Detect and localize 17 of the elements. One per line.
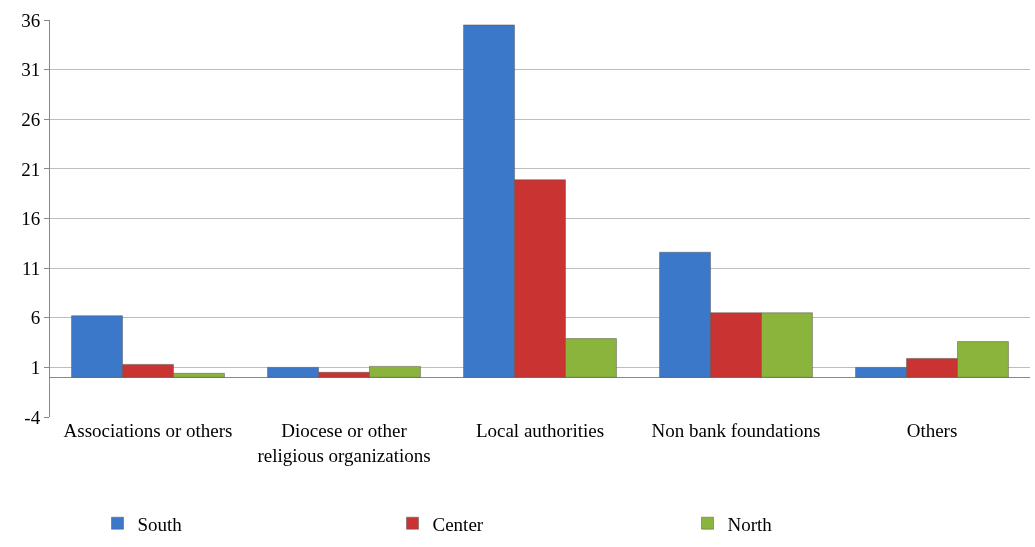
y-tick-label: 16 (21, 208, 41, 230)
x-tick-label: Diocese or other religious organizations (257, 420, 431, 466)
x-tick-label: Local authorities (475, 420, 605, 441)
legend-label: Center (432, 513, 484, 535)
x-tick-label: Non bank foundations (651, 420, 821, 441)
y-tick-label: -4 (24, 406, 41, 428)
y-tick-label: 36 (21, 9, 41, 31)
y-tick-label: 1 (30, 357, 41, 379)
legend-label: South (137, 513, 183, 535)
x-tick-label: Associations or others (63, 420, 233, 441)
y-tick-label: 6 (30, 307, 41, 329)
legend-label: North (727, 513, 773, 535)
y-tick-label: 31 (21, 59, 41, 81)
y-tick-label: 11 (21, 257, 41, 279)
y-tick-label: 21 (21, 158, 41, 180)
x-tick-label: Others (906, 420, 958, 441)
y-tick-label: 26 (21, 108, 41, 130)
